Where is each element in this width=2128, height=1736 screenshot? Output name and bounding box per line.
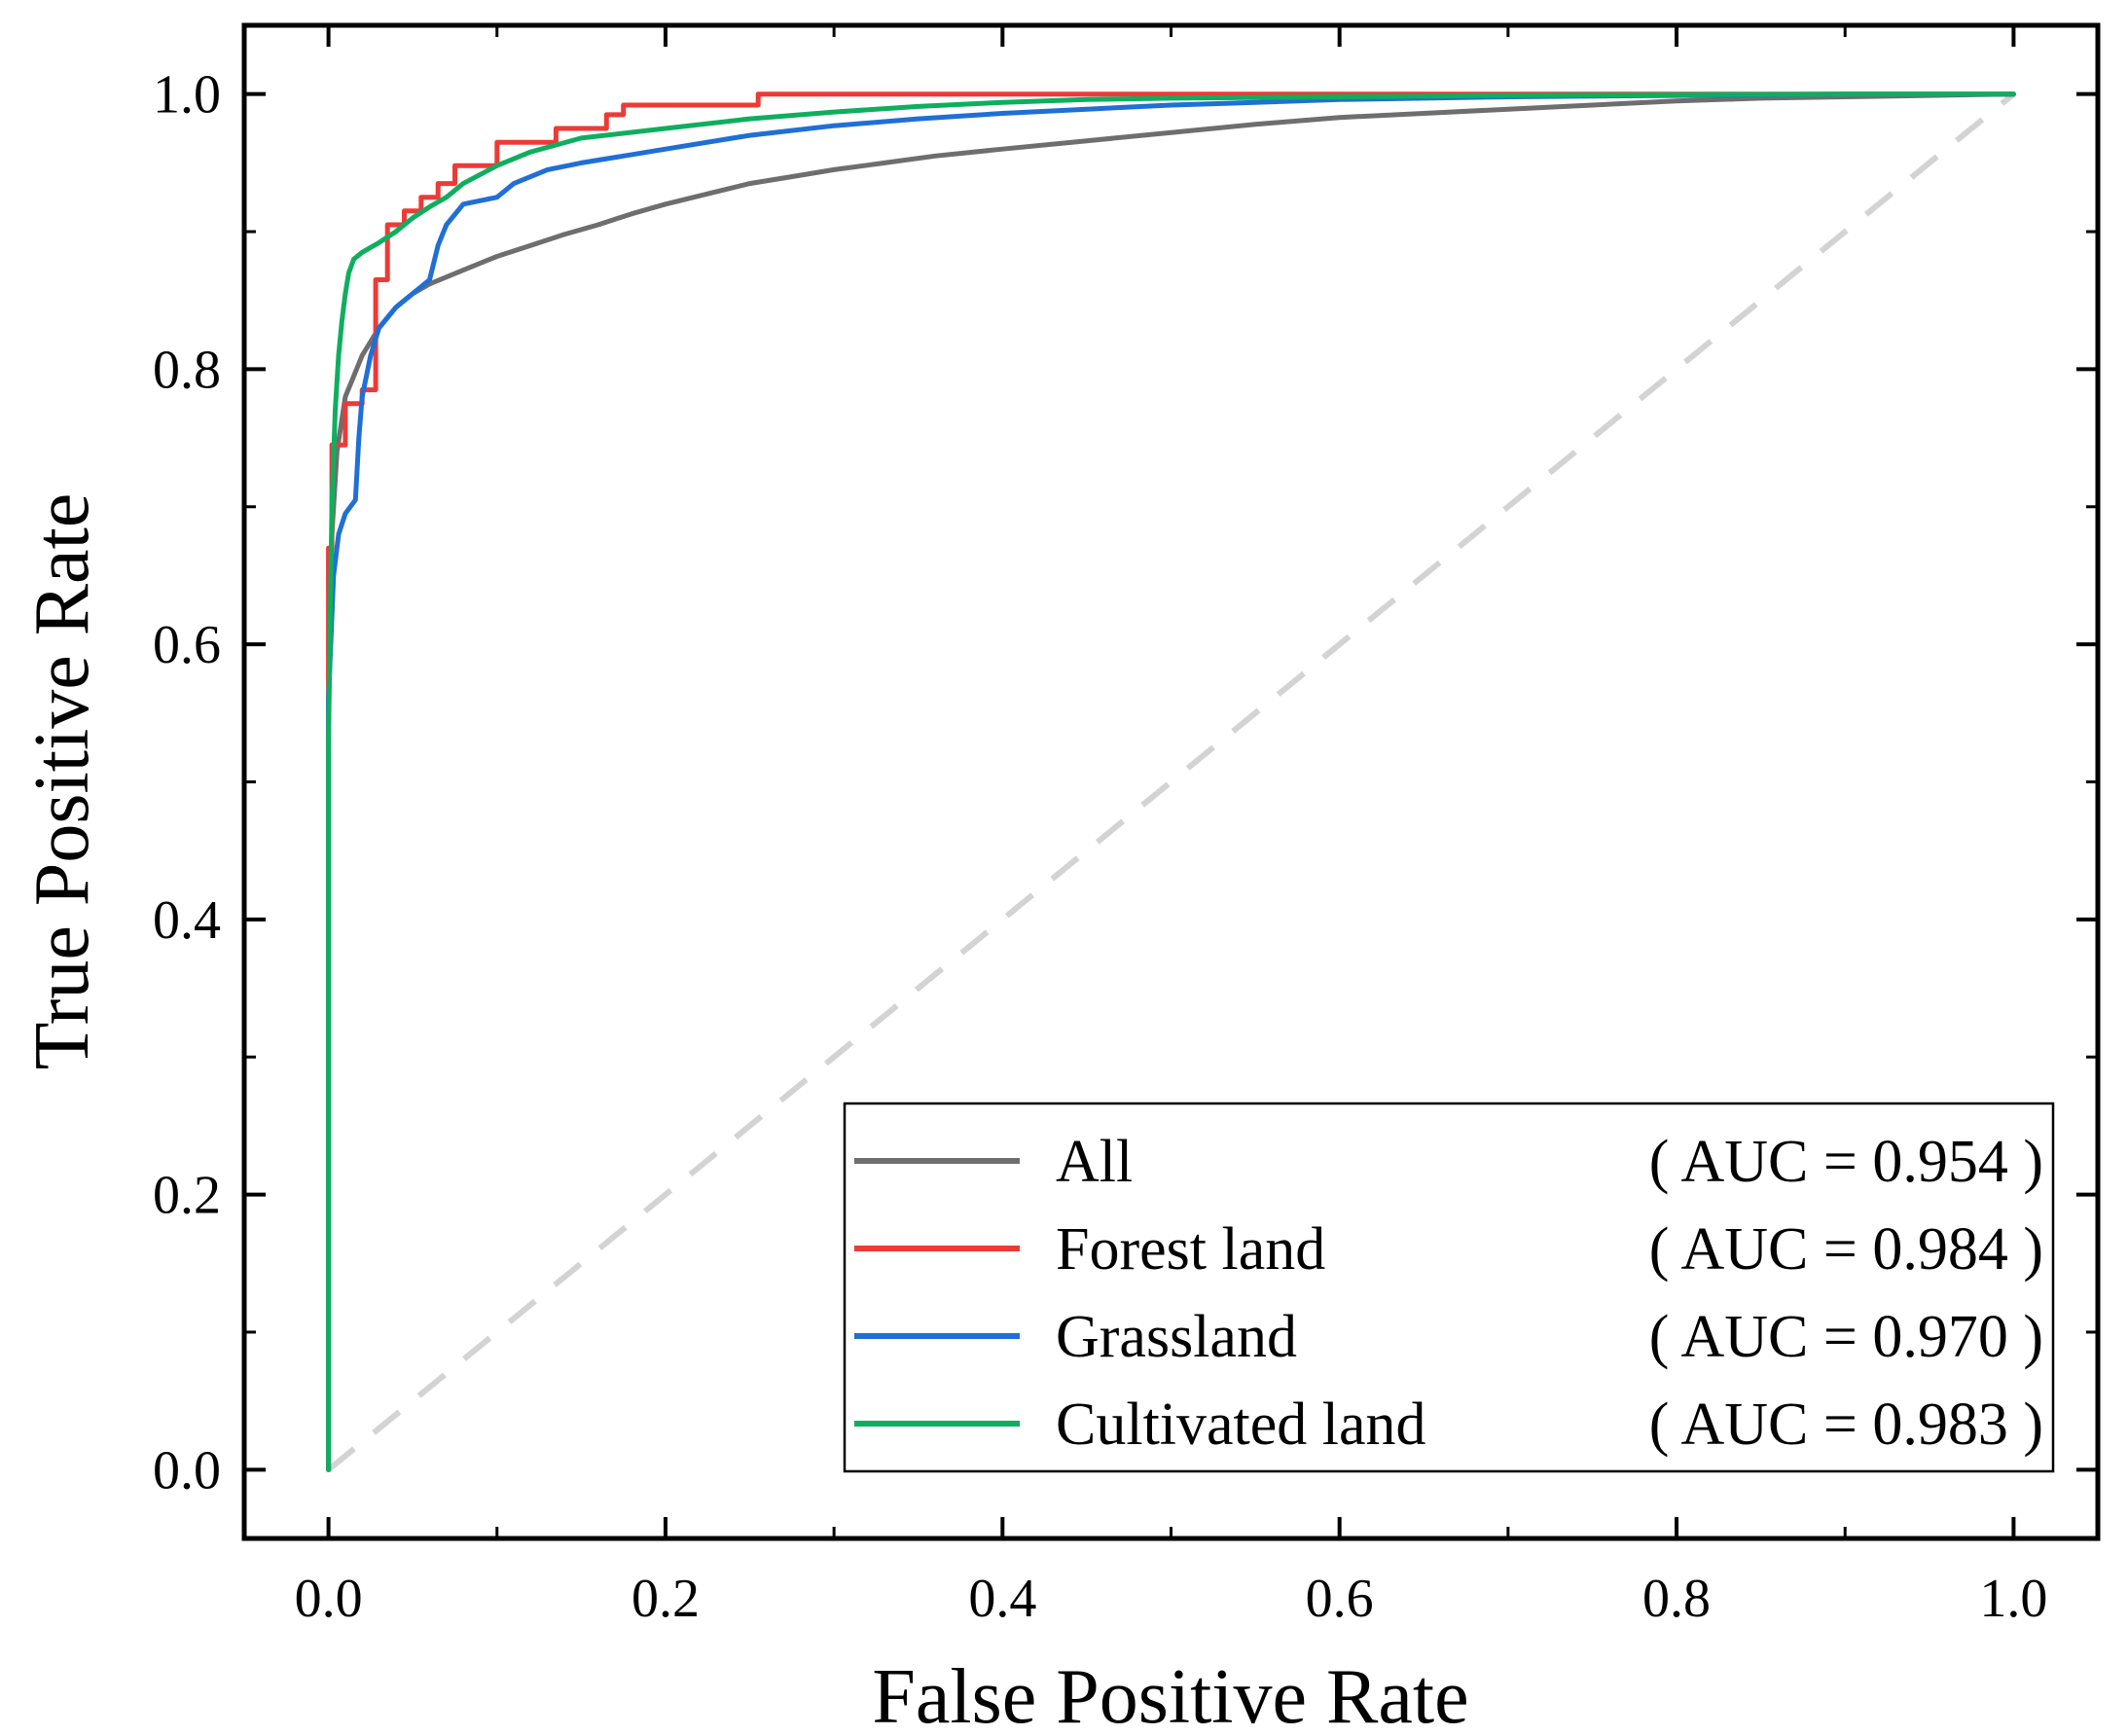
- x-tick-label-4: 0.8: [1642, 1569, 1711, 1629]
- legend-auc-all: ( AUC = 0.954 ): [1649, 1129, 2043, 1195]
- legend-auc-forest-land: ( AUC = 0.984 ): [1649, 1216, 2043, 1283]
- plot-frame: [241, 22, 2101, 1541]
- legend-box: [843, 1102, 2055, 1473]
- x-tick-label-2: 0.4: [968, 1569, 1036, 1629]
- reference-diagonal-line: [326, 91, 2016, 1472]
- y-tick-label-4: 0.8: [153, 340, 221, 400]
- series-line-all: [326, 91, 2016, 1472]
- legend-label-all: All: [1056, 1129, 1133, 1195]
- legend: All ( AUC = 0.954 ) Forest land ( AUC = 0.9…: [843, 1102, 2055, 1473]
- y-tick-label-2: 0.4: [153, 890, 221, 951]
- series-layer: [326, 91, 2016, 1472]
- y-tick-label-3: 0.6: [153, 615, 221, 675]
- y-tick-label-5: 1.0: [153, 65, 221, 126]
- legend-auc-cultivated-land: ( AUC = 0.983 ): [1649, 1392, 2043, 1458]
- x-axis-title: False Positive Rate: [872, 1654, 1468, 1736]
- y-tick-label-1: 0.2: [153, 1166, 221, 1226]
- x-tick-label-0: 0.0: [295, 1569, 363, 1629]
- reference-layer: [326, 91, 2016, 1472]
- x-tick-label-3: 0.6: [1306, 1569, 1374, 1629]
- y-tick-label-0: 0.0: [153, 1440, 221, 1501]
- legend-auc-grassland: ( AUC = 0.970 ): [1649, 1304, 2043, 1370]
- x-tick-label-5: 1.0: [1979, 1569, 2047, 1629]
- y-axis-title: True Positive Rate: [19, 493, 105, 1070]
- legend-label-forest-land: Forest land: [1056, 1216, 1325, 1283]
- legend-label-cultivated-land: Cultivated land: [1056, 1392, 1426, 1458]
- legend-label-grassland: Grassland: [1056, 1304, 1297, 1370]
- series-line-forest-land: [326, 91, 2016, 1472]
- tick-layer: 0.0 0.2 0.4 0.6 0.8 1.0 0.0 0.2 0.4 0.6 0.8 1.0: [153, 25, 2098, 1629]
- series-line-cultivated-land: [326, 91, 2016, 1472]
- series-line-grassland: [326, 91, 2016, 1472]
- x-tick-label-1: 0.2: [631, 1569, 700, 1629]
